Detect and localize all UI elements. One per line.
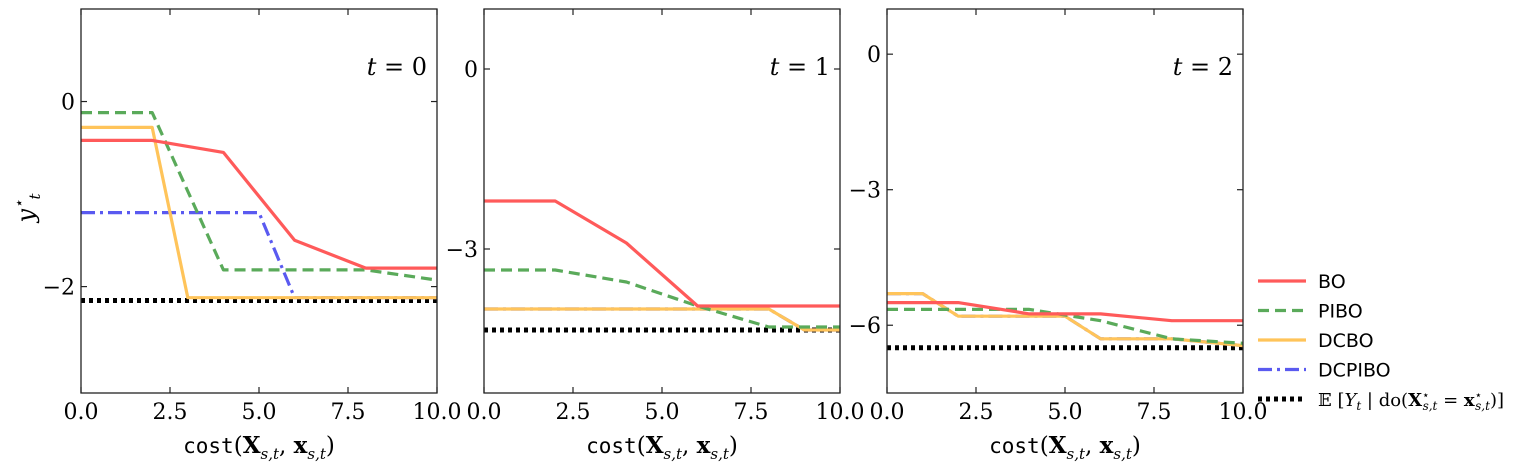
series-line-dcpibo — [81, 211, 437, 300]
x-tick-label: 7.5 — [734, 400, 769, 425]
x-tick-label: 7.5 — [1137, 400, 1172, 425]
y-tick-label: 0 — [867, 43, 881, 68]
x-tick-label: 0.0 — [467, 400, 502, 425]
y-tick-label: −3 — [446, 238, 478, 263]
series-line-pibo — [81, 110, 437, 282]
legend-label: PIBO — [1318, 301, 1363, 323]
x-tick-label: 7.5 — [331, 400, 366, 425]
series-line-pibo — [484, 268, 840, 329]
legend: BO PIBO DCBO DCPIBO 𝔼 [Yt | do(X⋆ s,t = x⋆ s,t… — [1258, 271, 1504, 413]
x-tick-label: 2.5 — [556, 400, 591, 425]
y-tick-label: 0 — [464, 58, 478, 83]
x-tick-label: 5.0 — [1048, 400, 1083, 425]
series-line-dcbo — [484, 307, 840, 332]
legend-item-bo: BO — [1258, 271, 1346, 293]
x-tick-label: 10.0 — [413, 400, 462, 425]
series-line-bo — [484, 199, 840, 308]
legend-item-dcbo: DCBO — [1258, 330, 1374, 352]
panel-annotation: t = 2 — [1173, 53, 1233, 81]
legend-item-dcpibo: DCPIBO — [1258, 360, 1391, 382]
y-tick-label: −2 — [43, 276, 75, 301]
x-tick-label: 0.0 — [64, 400, 99, 425]
y-tick-label: 0 — [61, 91, 75, 116]
legend-label: 𝔼 [Yt | do(X⋆ s,t = x⋆ s,t)] — [1318, 388, 1504, 413]
x-tick-label: 10.0 — [1219, 400, 1268, 425]
legend-label: DCPIBO — [1318, 360, 1391, 382]
panel-t2: 0.0 2.5 5.0 7.5 10.0 0 −3 −6 t = 2 cost(Xs,t, xs,… — [849, 8, 1268, 463]
panel-annotation: t = 0 — [367, 53, 427, 81]
x-axis-label: cost(Xs,t, xs,t) — [586, 432, 738, 463]
x-tick-label: 5.0 — [645, 400, 680, 425]
series-line-bo — [81, 138, 437, 270]
x-tick-label: 5.0 — [242, 400, 277, 425]
x-tick-label: 2.5 — [153, 400, 188, 425]
chart-panels: 0.0 2.5 5.0 7.5 10.0 0 −2 t = 0 cost(Xs,t, xs,t)… — [43, 8, 1268, 463]
series-line-dcbo — [887, 292, 1243, 348]
panel-t1: 0.0 2.5 5.0 7.5 10.0 0 −3 t = 1 cost(Xs,t, xs,t) — [446, 8, 865, 463]
legend-item-pibo: PIBO — [1258, 301, 1363, 323]
panel-annotation: t = 1 — [770, 53, 830, 81]
legend-item-expected: 𝔼 [Yt | do(X⋆ s,t = x⋆ s,t)] — [1258, 388, 1504, 413]
x-axis-label: cost(Xs,t, xs,t) — [989, 432, 1141, 463]
legend-label: BO — [1318, 271, 1346, 293]
y-axis-label: y⋆t — [10, 193, 44, 224]
y-tick-label: −3 — [849, 179, 881, 204]
panel-t0: 0.0 2.5 5.0 7.5 10.0 0 −2 t = 0 cost(Xs,t, xs,t) — [43, 8, 462, 463]
y-tick-label: −6 — [849, 314, 881, 339]
legend-label: DCBO — [1318, 330, 1374, 352]
series-line-dcbo — [81, 125, 437, 300]
series-line-bo — [887, 301, 1243, 323]
x-tick-label: 0.0 — [870, 400, 905, 425]
x-tick-label: 2.5 — [959, 400, 994, 425]
x-tick-label: 10.0 — [816, 400, 865, 425]
x-axis-label: cost(Xs,t, xs,t) — [183, 432, 335, 463]
